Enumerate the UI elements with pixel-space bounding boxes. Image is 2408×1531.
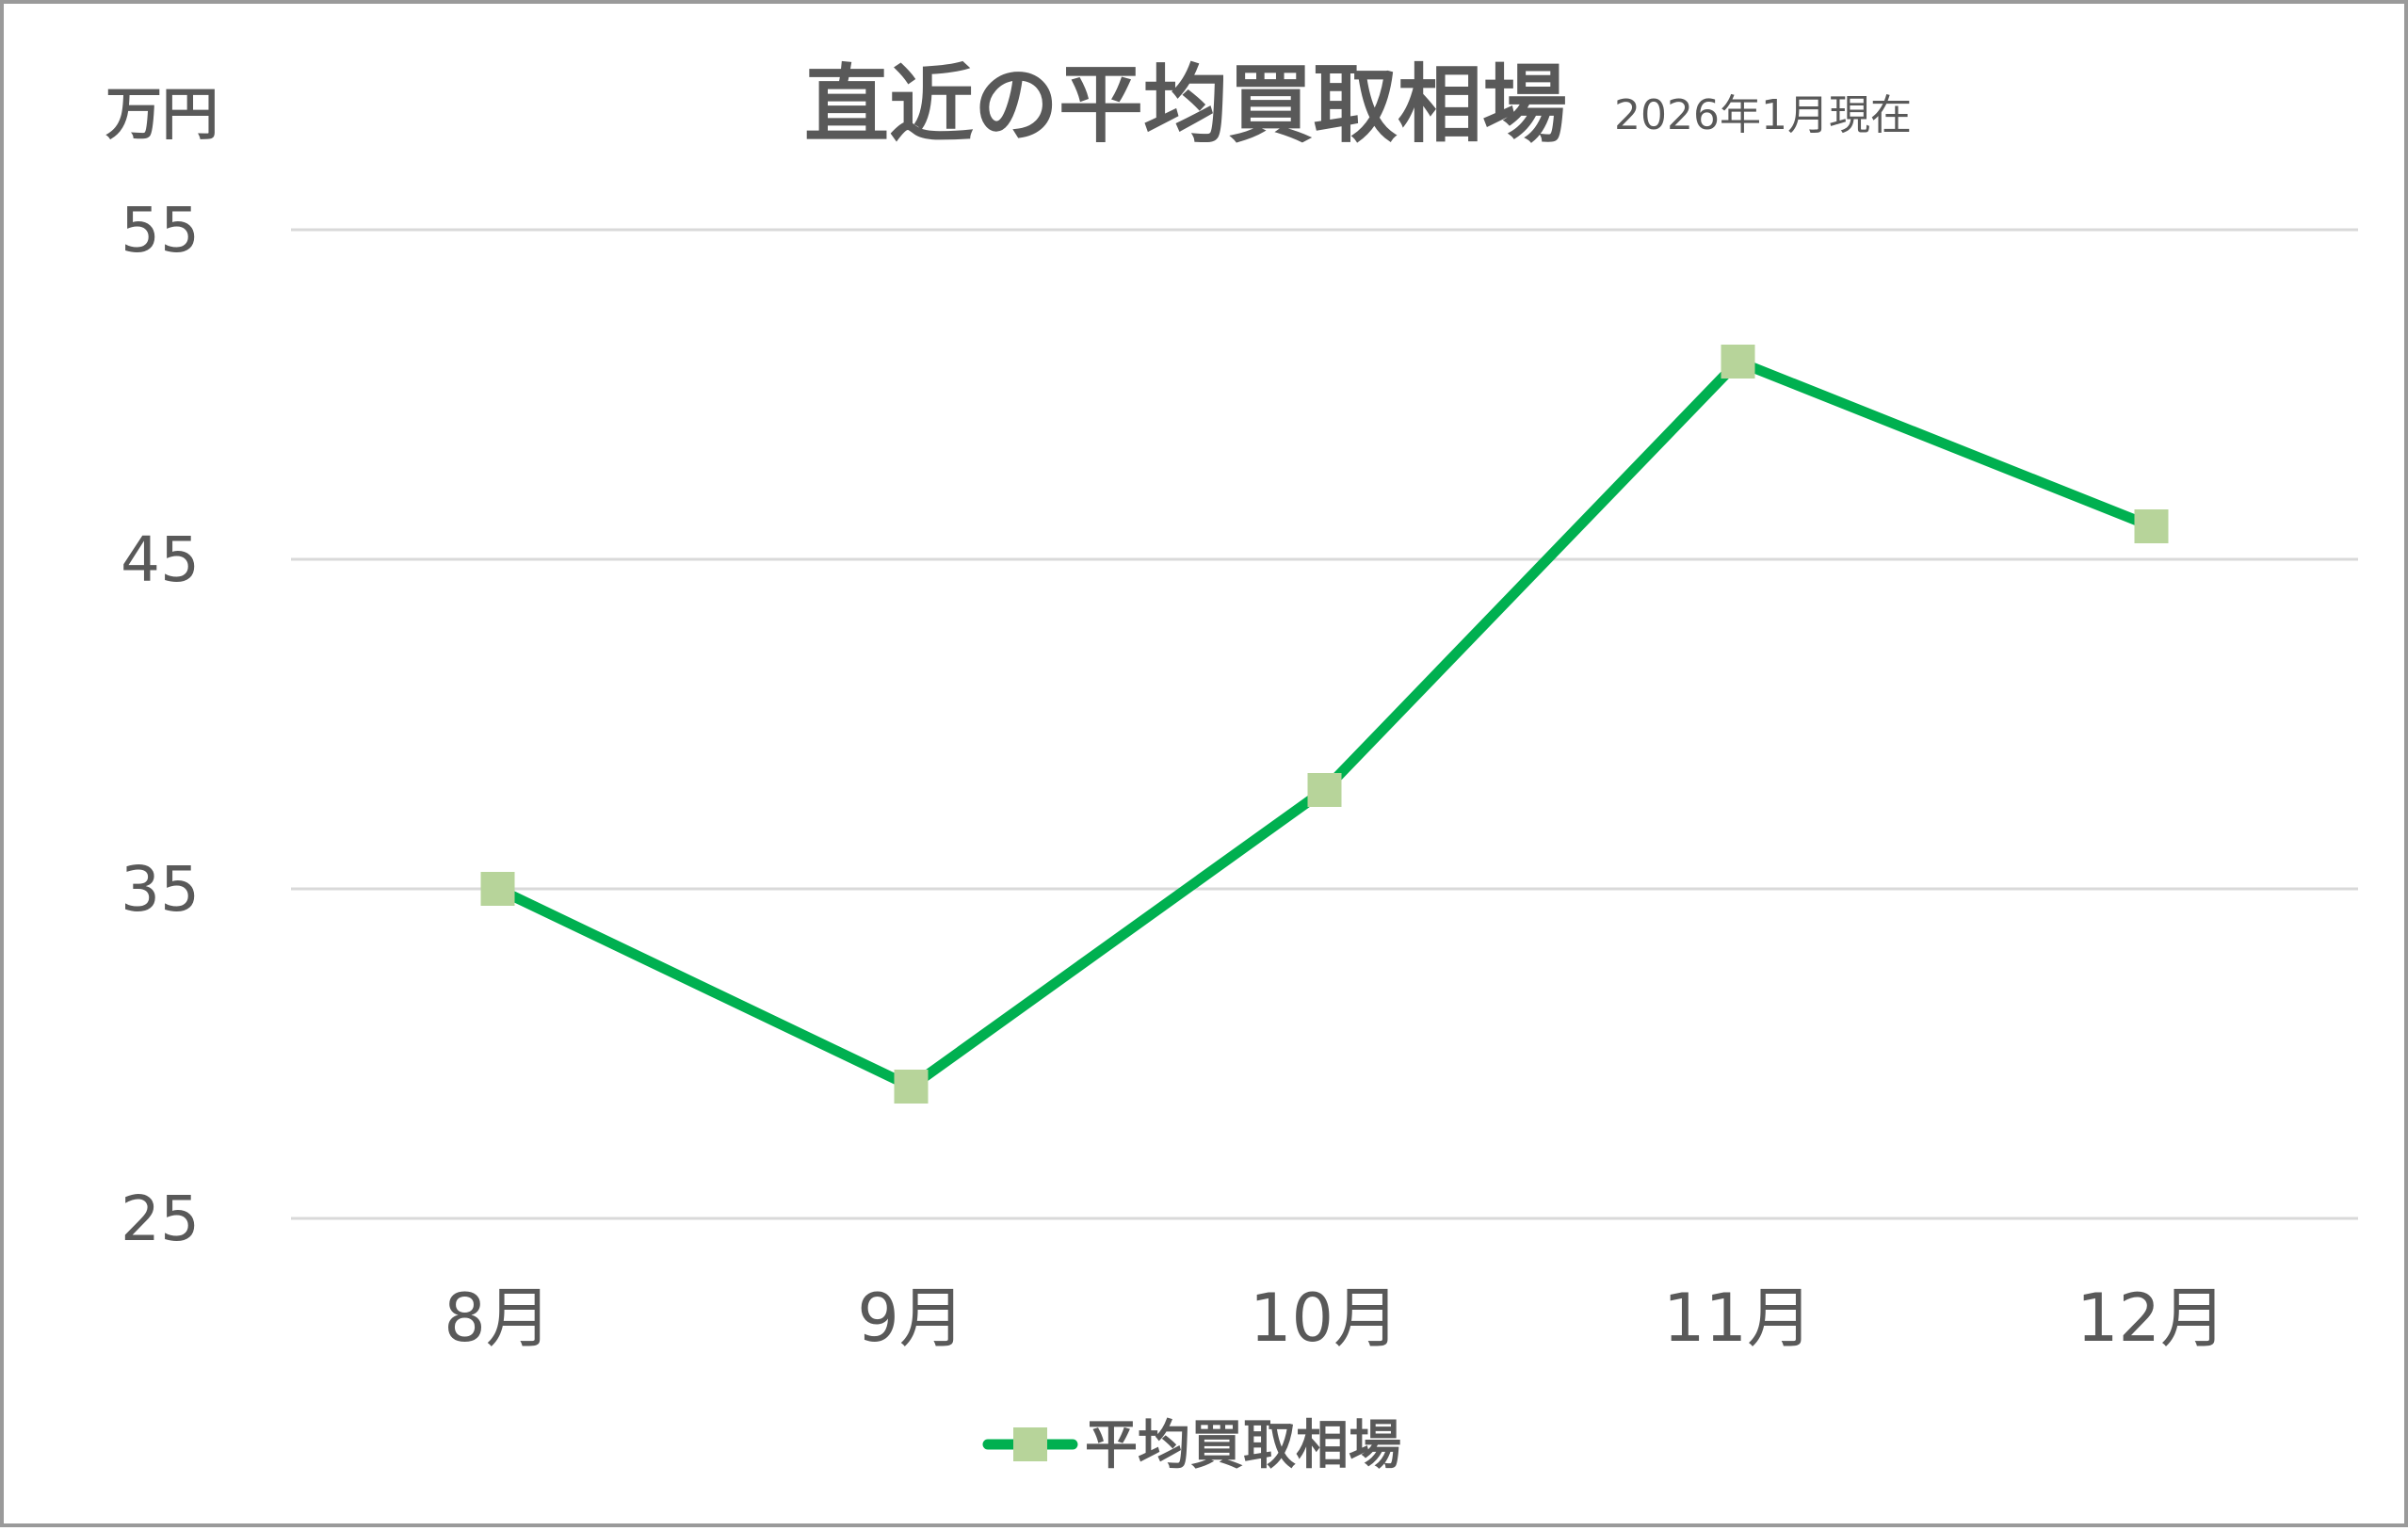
y-axis-unit-label: 万円 [105, 82, 218, 148]
x-tick-label: 11月 [1663, 1280, 1813, 1357]
legend: 平均買取相場 [982, 1415, 1401, 1476]
legend-marker-swatch [1013, 1427, 1047, 1461]
x-tick-label: 8月 [444, 1280, 552, 1357]
x-tick-label: 9月 [857, 1280, 965, 1357]
y-tick-label: 35 [121, 853, 200, 926]
y-tick-label: 25 [121, 1183, 200, 1255]
series-line [493, 356, 2157, 1092]
chart-subtitle: 2026年1月現在 [1614, 91, 1912, 139]
x-tick-label: 12月 [2077, 1280, 2226, 1357]
series-plot [480, 345, 2169, 1104]
y-tick-label: 45 [121, 524, 200, 596]
data-point-marker [480, 872, 515, 906]
data-point-marker [1721, 345, 1755, 379]
y-tick-label: 55 [121, 194, 200, 266]
chart-title: 直近の平均買取相場 [804, 56, 1567, 154]
legend-label: 平均買取相場 [1085, 1415, 1401, 1476]
line-chart: 直近の平均買取相場 2026年1月現在 万円 55 45 35 25 8月 9月 10月 1… [105, 56, 2358, 1476]
x-tick-label: 10月 [1250, 1280, 1399, 1357]
gridlines [291, 228, 2358, 1220]
data-point-marker [1307, 773, 1342, 807]
x-axis-tick-labels: 8月 9月 10月 11月 12月 [444, 1280, 2226, 1357]
data-point-marker [2134, 509, 2169, 543]
y-axis-tick-labels: 55 45 35 25 [121, 194, 200, 1255]
data-point-marker [894, 1070, 929, 1104]
